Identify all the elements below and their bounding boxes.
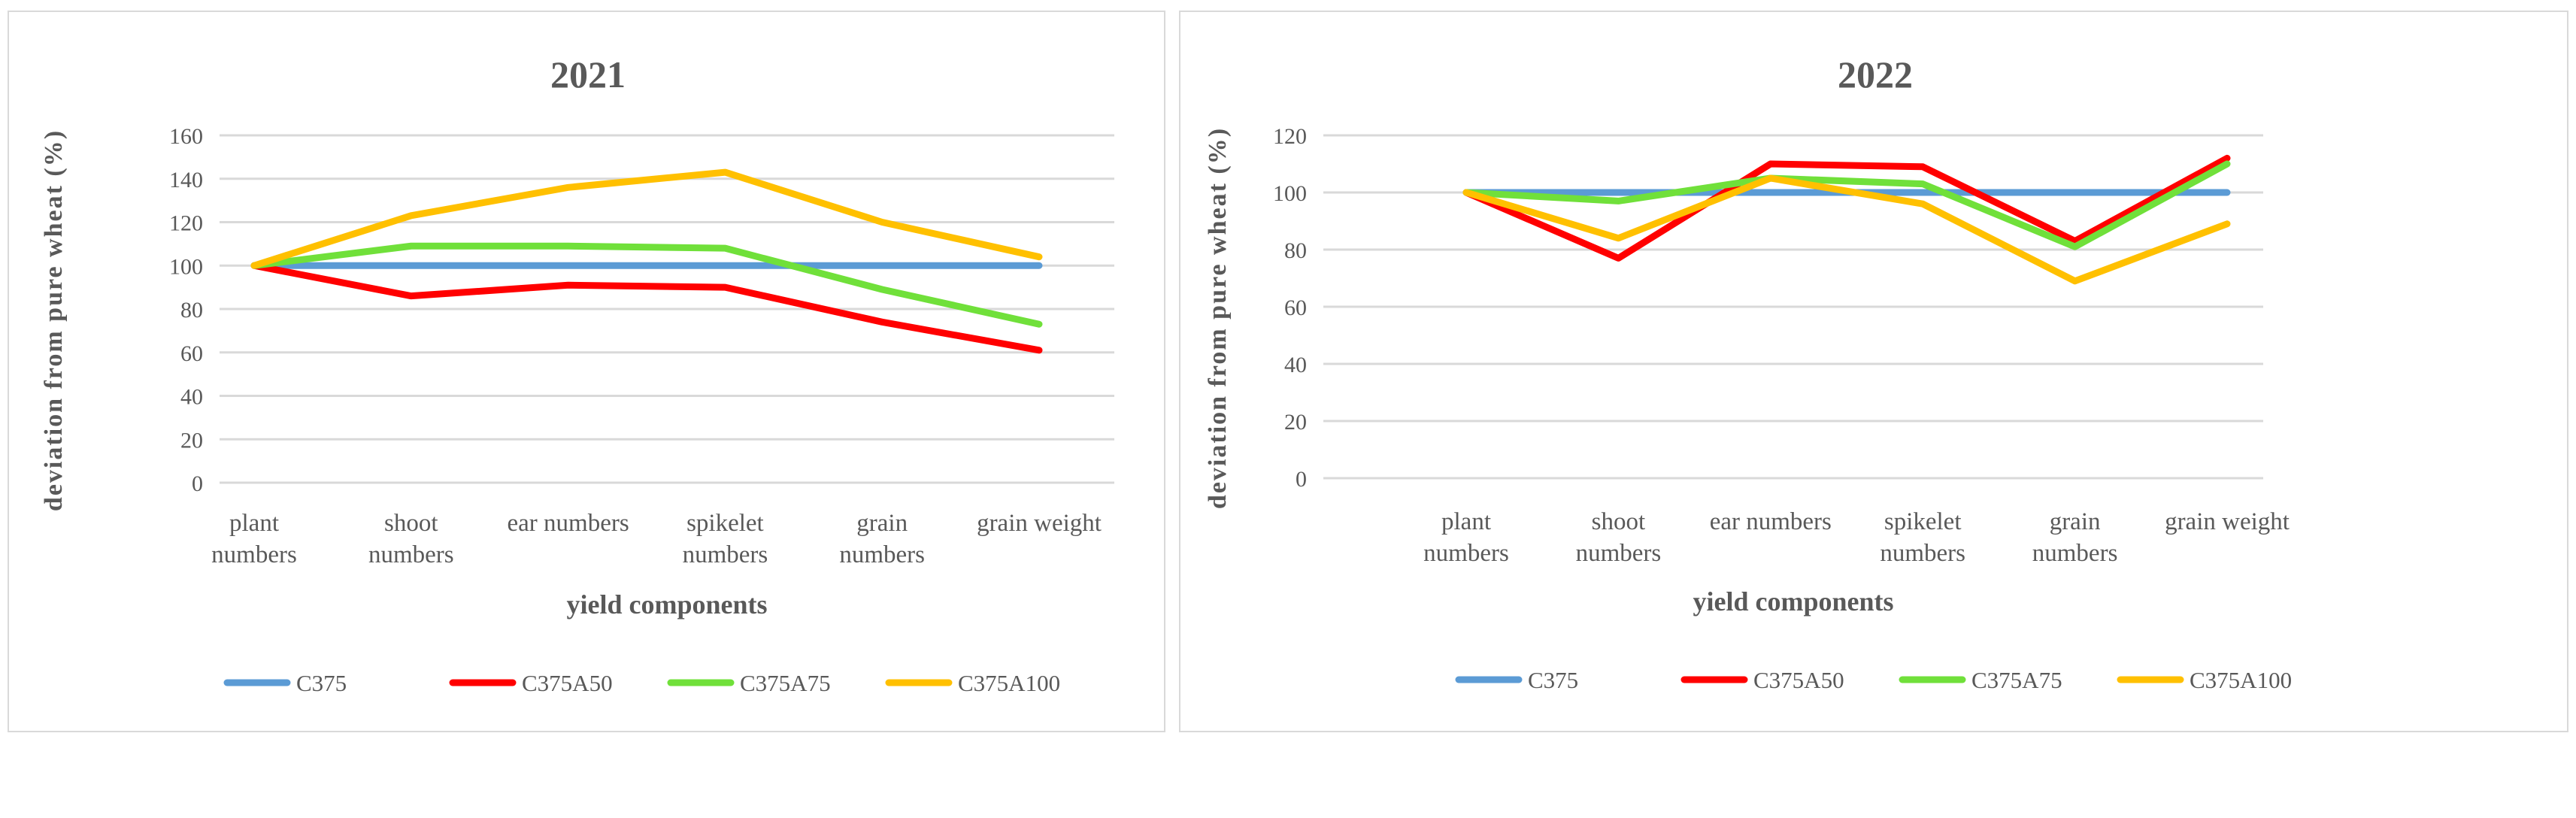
x-category-label: numbers <box>839 541 925 568</box>
x-category-label: ear numbers <box>508 510 629 537</box>
y-tick-label: 80 <box>180 298 203 323</box>
x-category-label: grain weight <box>977 510 1102 537</box>
x-category-label: grain <box>856 510 908 537</box>
data-point-C375A100 <box>881 222 883 223</box>
y-axis-label: deviation from pure wheat (%) <box>40 129 68 511</box>
x-axis-label: yield components <box>1693 586 1893 617</box>
y-tick-label: 140 <box>169 168 203 192</box>
data-point-C375A75 <box>2226 163 2228 165</box>
legend-label: C375 <box>1528 667 1578 693</box>
y-tick-label: 20 <box>1284 410 1307 435</box>
data-point-C375A100 <box>724 171 726 173</box>
data-point-C375A50 <box>881 321 883 323</box>
legend-label: C375A75 <box>1971 667 2062 693</box>
x-category-label: numbers <box>1880 540 1965 567</box>
data-point-C375 <box>1038 265 1040 266</box>
series-line-C375A100 <box>250 168 1043 269</box>
x-category-label: numbers <box>2032 540 2118 567</box>
data-point-C375A75 <box>881 289 883 290</box>
data-point-C375A100 <box>2074 280 2076 282</box>
y-tick-label: 40 <box>180 385 203 410</box>
legend-label: C375A50 <box>522 670 613 696</box>
data-point-C375A100 <box>1038 256 1040 258</box>
x-category-label: numbers <box>1576 540 1662 567</box>
y-tick-label: 0 <box>192 471 203 496</box>
data-point-C375A50 <box>1617 257 1619 259</box>
y-tick-label: 60 <box>1284 295 1307 320</box>
x-category-label: numbers <box>368 541 454 568</box>
y-tick-label: 40 <box>1284 353 1307 377</box>
y-tick-label: 20 <box>180 428 203 453</box>
legend-label: C375A50 <box>1753 667 1844 693</box>
data-point-C375 <box>724 265 726 266</box>
data-point-C375 <box>1770 192 1771 193</box>
y-tick-label: 100 <box>1273 181 1307 206</box>
y-axis-label: deviation from pure wheat (%) <box>1204 127 1232 509</box>
data-point-C375 <box>2226 192 2228 193</box>
series-line-C375A50 <box>1462 154 2231 262</box>
data-point-C375 <box>881 265 883 266</box>
chart-title: 2022 <box>1838 53 1913 95</box>
line-chart-2021: 2021 0 20 40 60 80 100 120 140 160 deviation from … <box>40 53 1114 696</box>
x-category-label: shoot <box>384 510 438 537</box>
line-chart-2022: 2022 0 20 40 60 80 100 120 deviation from pure w… <box>1204 53 2292 693</box>
x-category-label: spikelet <box>1884 508 1962 535</box>
x-axis-label: yield components <box>566 589 767 620</box>
data-point-C375A100 <box>1465 192 1467 193</box>
legend-label: C375A100 <box>958 670 1060 696</box>
x-category-label: grain <box>2050 508 2101 535</box>
data-point-C375A75 <box>1038 323 1040 325</box>
data-point-C375 <box>1617 192 1619 193</box>
data-point-C375A50 <box>2226 157 2228 159</box>
data-point-C375A50 <box>724 286 726 288</box>
x-category-label: shoot <box>1592 508 1646 535</box>
y-tick-label: 120 <box>169 211 203 236</box>
data-point-C375A100 <box>1770 177 1771 179</box>
y-tick-label: 0 <box>1296 467 1307 492</box>
series-line-C375A50 <box>250 262 1043 354</box>
chart-panel-2021: 2021 0 20 40 60 80 100 120 140 160 deviation from … <box>8 11 1165 732</box>
data-point-C375A50 <box>1770 163 1771 165</box>
legend-label: C375A75 <box>740 670 831 696</box>
x-category-label: spikelet <box>686 510 764 537</box>
series-line-C375A75 <box>1462 160 2231 250</box>
legend-label: C375 <box>296 670 347 696</box>
y-tick-label: 160 <box>169 124 203 149</box>
chart-title: 2021 <box>550 53 626 95</box>
x-category-label: ear numbers <box>1710 508 1832 535</box>
x-category-label: grain weight <box>2165 508 2290 535</box>
y-tick-label: 60 <box>180 341 203 366</box>
x-category-label: numbers <box>683 541 768 568</box>
data-point-C375A100 <box>2226 223 2228 225</box>
series-line-C375A100 <box>1462 174 2231 285</box>
x-category-label: numbers <box>1423 540 1509 567</box>
y-tick-label: 80 <box>1284 238 1307 263</box>
chart-panel-2022: 2022 0 20 40 60 80 100 120 deviation from pure w… <box>1179 11 2568 732</box>
x-category-label: plant <box>1441 508 1491 535</box>
series-line-C375A75 <box>250 242 1043 328</box>
x-category-label: numbers <box>211 541 297 568</box>
data-point-C375 <box>2074 192 2076 193</box>
data-point-C375A100 <box>253 265 255 266</box>
legend-label: C375A100 <box>2190 667 2292 693</box>
x-category-label: plant <box>229 510 279 537</box>
y-tick-label: 120 <box>1273 124 1307 149</box>
data-point-C375A75 <box>724 247 726 249</box>
y-tick-label: 100 <box>169 254 203 279</box>
